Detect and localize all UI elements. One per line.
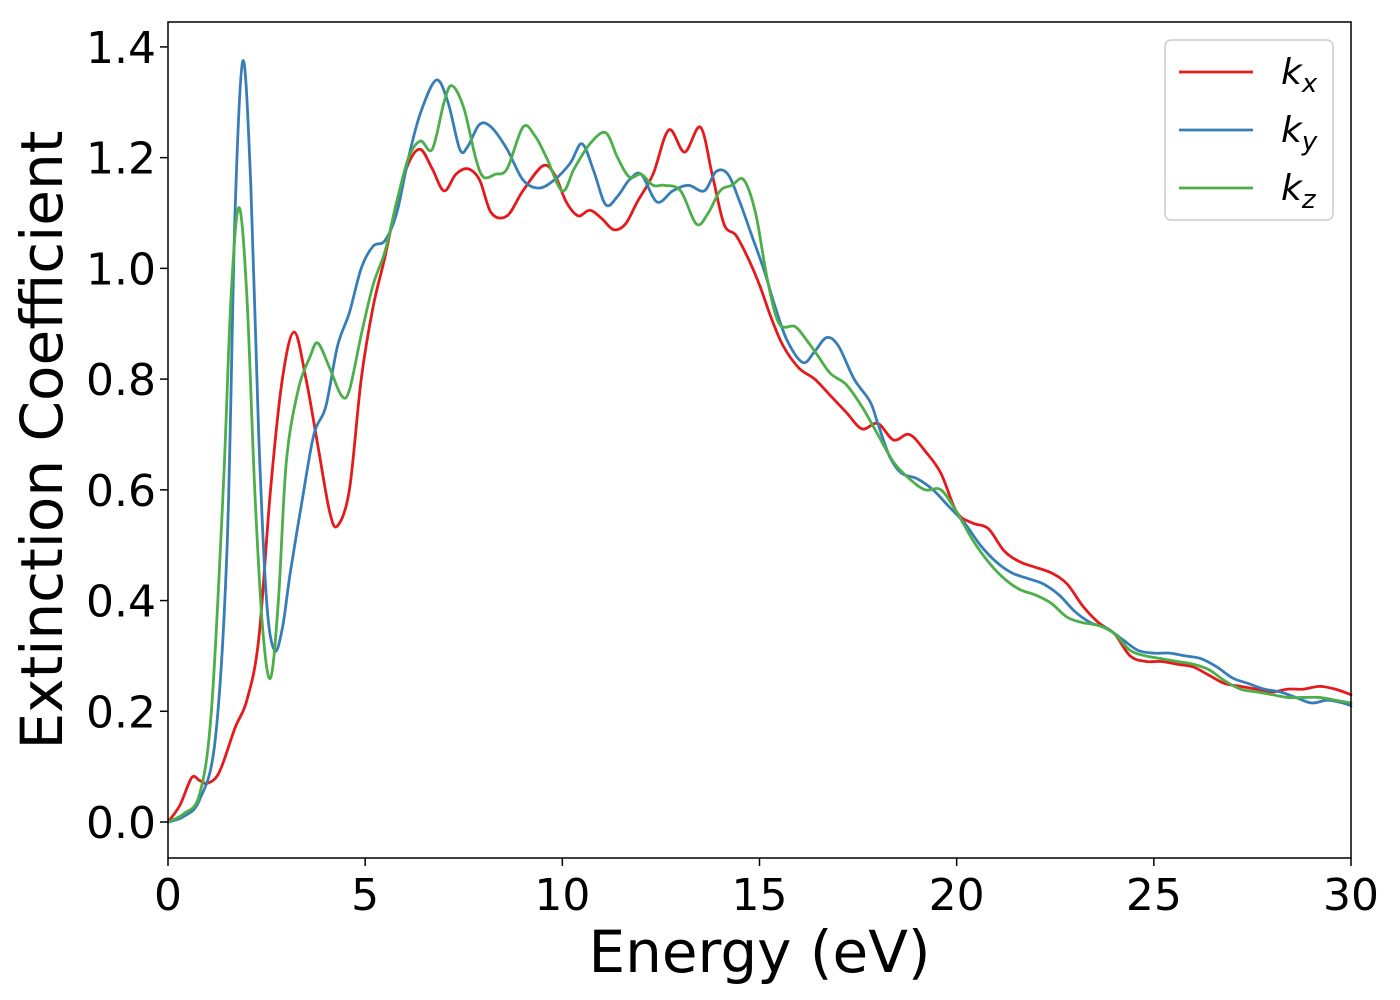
y-tick-label: 0.2 bbox=[86, 687, 156, 738]
y-tick-label: 0.0 bbox=[86, 798, 156, 849]
y-tick-label: 1.0 bbox=[86, 244, 156, 295]
y-tick-label: 0.6 bbox=[86, 466, 156, 517]
x-tick-label: 5 bbox=[351, 870, 379, 921]
x-tick-label: 30 bbox=[1323, 870, 1379, 921]
legend-label-k-z: kz bbox=[1281, 168, 1317, 215]
x-tick-label: 15 bbox=[732, 870, 788, 921]
series-layer bbox=[166, 59, 1353, 824]
y-tick-label: 0.8 bbox=[86, 355, 156, 406]
y-tick-label: 0.4 bbox=[86, 577, 156, 628]
y-axis-ticks: 0.0 0.2 0.4 0.6 0.8 1.0 1.2 1.4 bbox=[86, 23, 168, 849]
legend: kx ky kz bbox=[1164, 39, 1334, 221]
legend-label-k-y: ky bbox=[1281, 110, 1318, 157]
legend-label-k-x: kx bbox=[1281, 52, 1318, 99]
y-tick-label: 1.4 bbox=[86, 23, 156, 74]
series-line-k-x bbox=[166, 125, 1353, 824]
y-axis-label: Extinction Coefficient bbox=[8, 131, 76, 750]
x-tick-label: 10 bbox=[534, 870, 590, 921]
x-tick-label: 25 bbox=[1126, 870, 1182, 921]
series-line-k-z bbox=[166, 84, 1353, 824]
x-axis-label: Energy (eV) bbox=[588, 918, 930, 986]
x-axis-ticks: 0 5 10 15 20 25 30 bbox=[154, 858, 1379, 921]
y-tick-label: 1.2 bbox=[86, 134, 156, 185]
x-tick-label: 0 bbox=[154, 870, 182, 921]
plot-area bbox=[168, 22, 1351, 858]
x-tick-label: 20 bbox=[929, 870, 985, 921]
